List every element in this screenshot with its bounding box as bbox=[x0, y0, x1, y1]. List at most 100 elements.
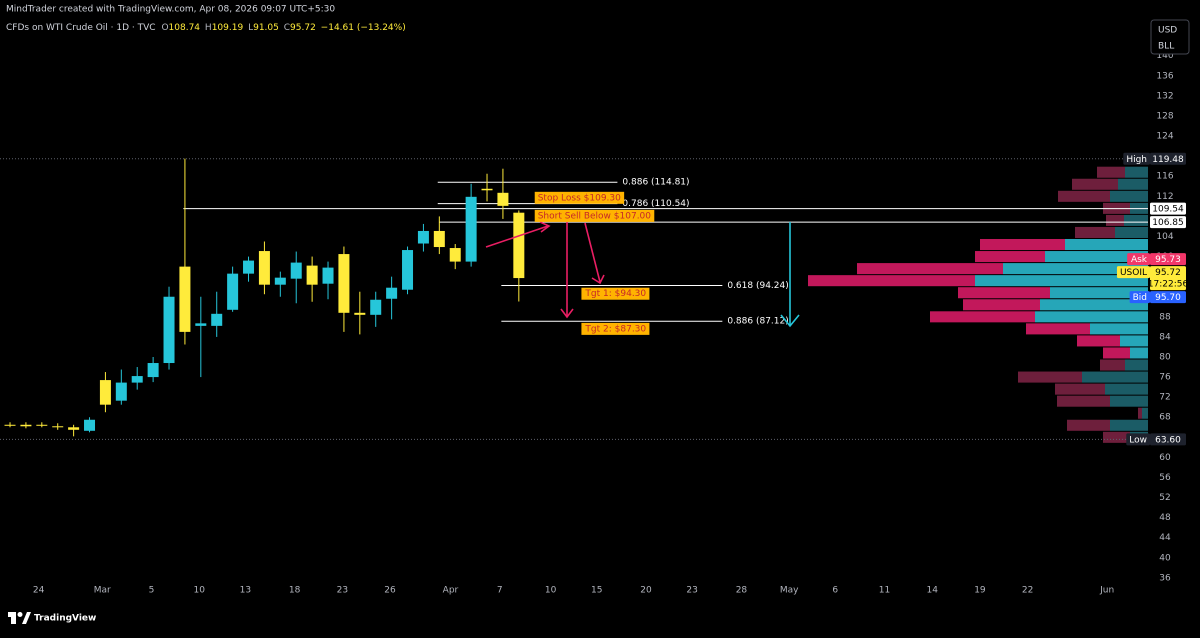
y-tick-label: 80 bbox=[1159, 352, 1171, 362]
x-tick-label: 20 bbox=[640, 586, 652, 596]
candle-body bbox=[290, 262, 302, 279]
annotation-box bbox=[534, 191, 625, 204]
x-tick-label: 18 bbox=[289, 586, 301, 596]
candle-body bbox=[354, 312, 366, 315]
volume-down bbox=[1072, 178, 1118, 190]
volume-down bbox=[1075, 226, 1115, 238]
volume-up bbox=[1045, 251, 1148, 263]
volume-up bbox=[1110, 395, 1148, 407]
y-tick-label: 88 bbox=[1159, 312, 1171, 322]
arrow-head bbox=[780, 314, 800, 328]
volume-up bbox=[1130, 347, 1148, 359]
legend-key: O bbox=[161, 23, 168, 33]
candle-body bbox=[322, 267, 334, 284]
candle-body bbox=[52, 426, 64, 428]
price-label: 95.73 bbox=[1155, 255, 1181, 265]
volume-down bbox=[1055, 383, 1105, 395]
volume-up bbox=[1142, 407, 1148, 419]
y-tick-label: 44 bbox=[1159, 533, 1171, 543]
volume-down bbox=[1067, 419, 1110, 431]
volume-down bbox=[808, 275, 975, 287]
annotations: Stop Loss $109.30 Short Sell Below $107.0… bbox=[534, 191, 655, 335]
arrows bbox=[485, 221, 800, 328]
price-label-box bbox=[1150, 152, 1186, 165]
volume-down bbox=[963, 299, 1040, 311]
legend-key: C bbox=[284, 23, 290, 33]
volume-down bbox=[857, 263, 1003, 275]
volume-down bbox=[1026, 323, 1090, 335]
price-label-box bbox=[1150, 266, 1186, 291]
candle-body bbox=[211, 313, 223, 326]
axes: 1401361321281241161121041008884807672686… bbox=[33, 51, 1174, 595]
x-tick-label: 6 bbox=[832, 586, 838, 596]
footer-logo[interactable] bbox=[8, 612, 31, 624]
volume-up bbox=[1090, 323, 1148, 335]
x-tick-label: 23 bbox=[686, 586, 697, 596]
annotation-box bbox=[534, 209, 655, 222]
price-tag: Low bbox=[1129, 435, 1147, 445]
volume-down bbox=[980, 238, 1065, 251]
volume-up bbox=[1110, 419, 1148, 431]
price-label-box bbox=[1150, 433, 1186, 446]
candle-body bbox=[68, 427, 80, 430]
volume-up bbox=[1125, 166, 1148, 178]
candle-body bbox=[370, 299, 382, 315]
y-tick-label: 84 bbox=[1159, 332, 1171, 342]
volume-down bbox=[1103, 347, 1130, 359]
candle-body bbox=[433, 230, 445, 248]
candle-body bbox=[147, 363, 159, 378]
price-label-box bbox=[1150, 216, 1186, 229]
candle-body bbox=[163, 296, 175, 364]
volume-down bbox=[1058, 190, 1110, 202]
candle-body bbox=[465, 196, 477, 262]
x-tick-label: 13 bbox=[240, 586, 251, 596]
y-tick-label: 128 bbox=[1156, 111, 1173, 121]
y-tick-label: 56 bbox=[1159, 473, 1171, 483]
x-tick-label: 28 bbox=[736, 586, 748, 596]
y-tick-label: 68 bbox=[1159, 413, 1171, 423]
volume-up bbox=[1125, 359, 1148, 371]
candle-body bbox=[36, 424, 48, 426]
unit: BLL bbox=[1158, 42, 1174, 52]
candle-body bbox=[338, 254, 350, 313]
price-tag: Bid bbox=[1133, 293, 1147, 303]
volume-up bbox=[1120, 335, 1148, 347]
arrow-head bbox=[591, 274, 605, 285]
fib-label: 0.618 (94.24) bbox=[727, 281, 788, 291]
legend-value: 95.72 bbox=[290, 23, 316, 33]
volume-up bbox=[1065, 238, 1148, 251]
candle-body bbox=[227, 273, 239, 310]
y-tick-label: 52 bbox=[1159, 493, 1170, 503]
candle-body bbox=[99, 380, 111, 405]
volume-down bbox=[930, 311, 1035, 323]
volume-up bbox=[1082, 371, 1148, 383]
candle-body bbox=[417, 230, 429, 244]
arrow bbox=[584, 222, 601, 283]
candle-body bbox=[4, 424, 16, 426]
candle-body bbox=[497, 192, 509, 206]
x-tick-label: Jun bbox=[1099, 586, 1114, 596]
legend-value: 91.05 bbox=[253, 23, 279, 33]
arrow-head bbox=[539, 221, 551, 233]
legend: CFDs on WTI Crude Oil · 1D · TVC O108.74… bbox=[6, 23, 406, 33]
x-tick-label: Apr bbox=[443, 586, 459, 596]
volume-down bbox=[1097, 166, 1125, 178]
candle-body bbox=[131, 376, 143, 383]
volume-down bbox=[1138, 407, 1142, 419]
volume-down bbox=[1106, 214, 1124, 226]
price-label-box bbox=[1150, 202, 1186, 215]
price-tag: High bbox=[1126, 155, 1147, 165]
candle-body bbox=[449, 248, 461, 262]
logo-part bbox=[22, 612, 31, 624]
price-label: 109.54 bbox=[1152, 205, 1184, 215]
price-countdown: 17:22:56 bbox=[1148, 280, 1189, 290]
legend-key: L bbox=[248, 23, 253, 33]
x-tick-label: 23 bbox=[337, 586, 348, 596]
candle-body bbox=[386, 287, 398, 299]
volume-up bbox=[975, 275, 1148, 287]
price-label-box bbox=[1150, 253, 1186, 266]
currency-box[interactable] bbox=[1150, 19, 1190, 55]
y-tick-label: 124 bbox=[1156, 132, 1173, 142]
